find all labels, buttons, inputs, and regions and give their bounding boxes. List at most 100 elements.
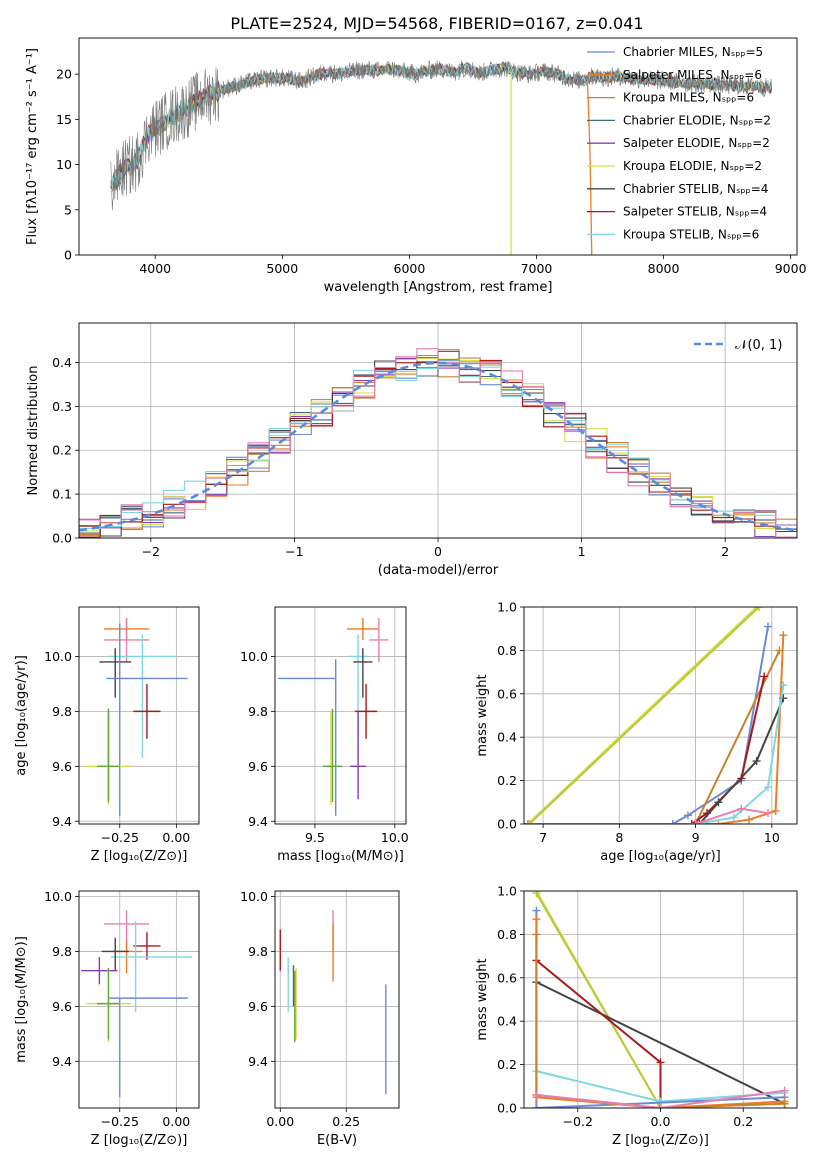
legend-label: Salpeter STELIB, Nₛₚₚ=4: [623, 205, 767, 219]
x-tick-label: 0.00: [162, 1114, 190, 1129]
legend-label: Salpeter ELODIE, Nₛₚₚ=2: [623, 136, 770, 150]
x-tick-label: −0.25: [101, 830, 139, 845]
series-marker: [780, 1099, 789, 1108]
series-marker: [764, 783, 773, 792]
legend-label: Kroupa STELIB, Nₛₚₚ=6: [623, 227, 759, 241]
plot-area: [279, 910, 387, 1095]
panel-mass_vs_EBV: 0.00 0.25 9.4 9.6 9.8 10.0 E(B-V): [240, 889, 400, 1148]
histogram-step: [79, 348, 797, 538]
x-tick-label: −2: [142, 544, 160, 559]
y-tick-label: 9.6: [248, 759, 268, 774]
axes-frame: [274, 890, 400, 1109]
x-tick-label: 0.0: [651, 1114, 671, 1129]
y-tick-label: 1.0: [497, 600, 517, 615]
series-marker: [691, 820, 700, 824]
x-tick-label: 0: [434, 544, 442, 559]
plot-area: [85, 617, 188, 816]
series-marker: [754, 607, 763, 611]
x-tick-label: 0.2: [733, 1114, 753, 1129]
y-tick-label: 0: [64, 248, 72, 263]
y-axis-label: mass weight: [475, 958, 490, 1040]
x-tick-label: 5000: [266, 261, 298, 276]
y-tick-label: 5: [64, 202, 72, 217]
legend-label: Kroupa ELODIE, Nₛₚₚ=2: [623, 159, 762, 173]
series-marker: [780, 1086, 789, 1095]
y-tick-label: 9.6: [52, 999, 72, 1014]
plot-area: [81, 910, 193, 1098]
y-tick-label: 9.6: [52, 759, 72, 774]
panel-cumulative_weight_vs_Z: −0.2 0.0 0.2 0.0 0.2 0.4 0.6 0.8 1.0 Z [log₁₀(Z/Z…: [475, 884, 798, 1148]
x-axis-label: (data-model)/error: [378, 563, 499, 578]
y-tick-label: 9.4: [52, 1054, 72, 1069]
x-tick-label: 0.00: [266, 1114, 294, 1129]
y-tick-label: 9.8: [52, 704, 72, 719]
y-axis-label: mass weight: [475, 674, 490, 756]
y-axis-label: Flux [fλ10⁻¹⁷ erg cm⁻² s⁻¹ A⁻¹]: [25, 48, 40, 245]
axes-frame: [78, 606, 200, 825]
panel-cumulative_weight_vs_age: 7 8 9 10 0.0 0.2 0.4 0.6 0.8 1.0 age [log₁₀(age/yr…: [475, 600, 798, 864]
series-marker: [524, 820, 532, 824]
series-line: [527, 649, 781, 824]
x-axis-label: wavelength [Angstrom, rest frame]: [324, 280, 553, 295]
series-marker: [779, 681, 788, 690]
plot-area: [524, 607, 788, 824]
panel-age_vs_mass: 9.5 10.0 9.4 9.6 9.8 10.0 mass [log₁₀(M/M⊙)]: [240, 606, 409, 864]
x-axis-label: Z [log₁₀(Z/Z⊙)]: [91, 849, 188, 864]
x-tick-label: 0.25: [332, 1114, 360, 1129]
series-marker: [729, 813, 738, 822]
plot-area: [110, 60, 773, 255]
series-marker: [532, 1090, 541, 1099]
x-axis-label: Z [log₁₀(Z/Z⊙)]: [91, 1133, 188, 1148]
y-tick-label: 9.4: [52, 814, 72, 829]
x-tick-label: −0.25: [101, 1114, 139, 1129]
y-tick-label: 0.3: [52, 399, 72, 414]
y-tick-label: 9.8: [52, 944, 72, 959]
dropout-line: [586, 77, 593, 255]
series-marker: [714, 820, 723, 824]
x-tick-label: 2: [721, 544, 729, 559]
y-tick-label: 10.0: [240, 889, 268, 904]
y-tick-label: 0.0: [497, 817, 517, 832]
series-marker: [532, 915, 541, 924]
axes-frame: [523, 890, 798, 1109]
x-tick-label: 9000: [775, 261, 807, 276]
plot-area: [278, 617, 389, 816]
y-tick-label: 0.2: [497, 1057, 517, 1072]
y-tick-label: 10.0: [240, 649, 268, 664]
series-marker: [656, 1058, 665, 1067]
x-tick-label: 7: [539, 830, 547, 845]
series-marker: [714, 798, 723, 807]
y-tick-label: 0.4: [52, 355, 72, 370]
series-line: [527, 607, 758, 824]
series-marker: [752, 757, 761, 766]
axes-frame: [274, 606, 407, 825]
y-axis-label: Normed distribution: [26, 366, 41, 496]
x-tick-label: 8000: [648, 261, 680, 276]
y-tick-label: 9.6: [248, 999, 268, 1014]
model-line: [110, 60, 773, 187]
x-tick-label: 10: [764, 830, 780, 845]
y-tick-label: 20: [56, 67, 72, 82]
axes-frame: [523, 606, 798, 825]
y-axis-label: mass [log₁₀(M/M⊙)]: [14, 936, 29, 1063]
series-marker: [532, 891, 541, 898]
legend-label: Chabrier MILES, Nₛₚₚ=5: [623, 45, 763, 59]
x-tick-label: 8: [615, 830, 623, 845]
y-tick-label: 0.4: [497, 1014, 517, 1029]
series-marker: [744, 815, 753, 824]
series-line: [527, 635, 785, 824]
series-marker: [525, 820, 534, 824]
y-tick-label: 1.0: [497, 884, 517, 899]
x-tick-label: 10.0: [381, 830, 409, 845]
series-line: [527, 676, 766, 824]
series-marker: [532, 906, 541, 915]
series-line: [528, 607, 760, 824]
x-tick-label: 7000: [521, 261, 553, 276]
legend-label: Chabrier STELIB, Nₛₚₚ=4: [623, 182, 768, 196]
x-tick-label: 6000: [394, 261, 426, 276]
series-marker: [764, 809, 773, 818]
y-tick-label: 0.1: [52, 487, 72, 502]
y-tick-label: 9.8: [248, 704, 268, 719]
axes-frame: [78, 890, 200, 1109]
y-tick-label: 0.6: [497, 970, 517, 985]
